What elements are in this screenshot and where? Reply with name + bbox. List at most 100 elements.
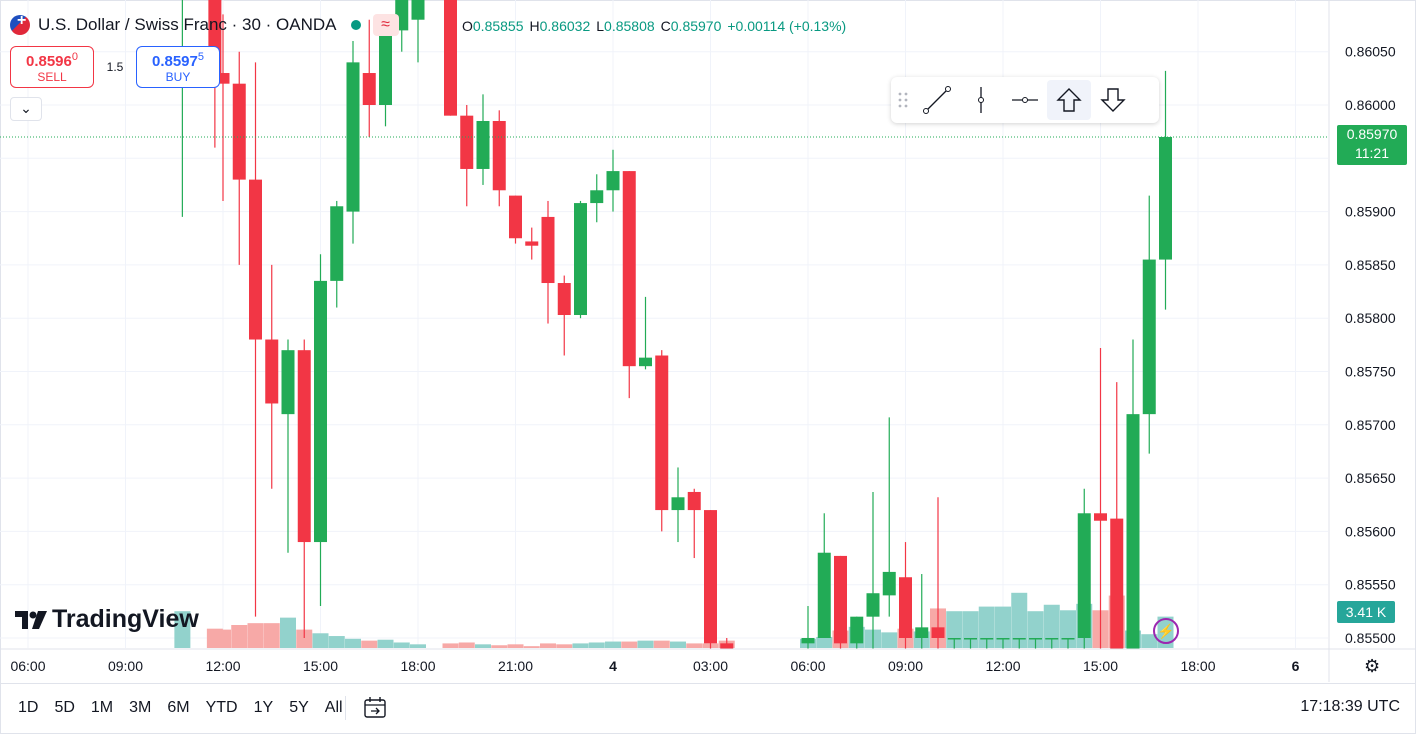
volume-bar: [174, 611, 191, 648]
close-value: 0.85970: [670, 18, 722, 34]
low-label: L: [596, 18, 605, 34]
volume-bar: [621, 641, 638, 648]
candle-body: [1077, 513, 1091, 638]
candle-body: [492, 120, 506, 191]
open-label: O: [462, 18, 473, 34]
range-5d[interactable]: 5D: [54, 699, 75, 716]
candle-body: [1061, 638, 1075, 640]
candle-body: [297, 350, 311, 543]
price-tick-label: 0.85650: [1345, 470, 1396, 486]
volume-bar: [1011, 592, 1028, 648]
candle-body: [996, 638, 1010, 640]
buy-button[interactable]: 0.85975 BUY: [136, 46, 220, 88]
candle-body: [899, 577, 912, 638]
price-tick-label: 0.85850: [1345, 257, 1396, 273]
candle-body: [330, 206, 344, 281]
range-all[interactable]: All: [324, 699, 343, 716]
volume-bars: [174, 592, 1174, 648]
volume-bar: [1043, 604, 1060, 648]
time-tick-label: 09:00: [108, 658, 143, 674]
usd-chf-flag-icon: [10, 12, 30, 35]
utc-clock[interactable]: 17:18:39 UTC: [1300, 698, 1400, 715]
volume-bar: [231, 625, 248, 648]
grip-icon[interactable]: [891, 92, 915, 108]
range-1y[interactable]: 1Y: [253, 699, 274, 716]
time-tick-label: 03:00: [693, 658, 728, 674]
volume-bar: [507, 644, 524, 648]
volume-bar: [523, 646, 540, 648]
arrow-up-icon[interactable]: [1047, 80, 1091, 120]
range-5y[interactable]: 5Y: [289, 699, 309, 716]
vertical-line-icon[interactable]: [959, 80, 1003, 120]
settings-gear-icon[interactable]: ⚙: [1364, 656, 1381, 676]
volume-bar: [280, 617, 296, 648]
candle-body: [671, 497, 685, 511]
tradingview-logo-icon: [15, 610, 47, 629]
range-3m[interactable]: 3M: [129, 699, 152, 716]
symbol-title[interactable]: U.S. Dollar / Swiss Franc · 30 · OANDA: [38, 15, 337, 34]
candle-body: [882, 571, 896, 596]
toolbar-divider: [345, 696, 346, 720]
candle-body: [1094, 513, 1107, 521]
candle-body: [314, 280, 327, 543]
candle-body: [362, 73, 376, 105]
time-tick-label: 06:00: [10, 658, 45, 674]
range-1m[interactable]: 1M: [90, 699, 114, 716]
volume-bar: [361, 640, 378, 648]
last-price-value: 0.85970: [1346, 126, 1398, 142]
wave-icon[interactable]: ≈: [372, 14, 399, 36]
candle-body: [265, 339, 279, 404]
candle-body: [947, 638, 961, 640]
price-axis: 0.860500.860000.859500.859000.858500.858…: [1328, 0, 1396, 682]
candle-body: [1045, 638, 1059, 640]
volume-bar: [637, 640, 654, 648]
price-tick-label: 0.86000: [1345, 97, 1396, 113]
tradingview-logo[interactable]: TradingView: [14, 605, 199, 634]
volume-tag: 3.41 K: [1337, 601, 1395, 623]
candle-body: [232, 83, 246, 180]
range-6m[interactable]: 6M: [167, 699, 190, 716]
volume-bar: [345, 638, 361, 648]
volume-bar: [978, 606, 995, 648]
candle-body: [590, 190, 604, 204]
open-value: 0.85855: [472, 18, 524, 34]
candle-body: [1029, 638, 1042, 640]
trend-line-icon[interactable]: [915, 80, 959, 120]
candle-body: [931, 627, 945, 638]
arrow-down-icon[interactable]: [1091, 80, 1135, 120]
volume-bar: [670, 641, 686, 648]
collapse-button[interactable]: ⌄: [10, 97, 42, 121]
price-tick-label: 0.85800: [1345, 310, 1396, 326]
price-tick-label: 0.85900: [1345, 204, 1396, 220]
sell-button[interactable]: 0.85960 SELL: [10, 46, 94, 88]
buy-price: 0.8597: [151, 52, 198, 70]
range-ytd[interactable]: YTD: [205, 699, 238, 716]
lightning-icon[interactable]: ⚡: [1153, 618, 1179, 644]
close-label: C: [660, 18, 671, 34]
time-tick-label: 12:00: [205, 658, 240, 674]
candle-body: [1012, 638, 1026, 640]
candle-body: [216, 73, 230, 84]
horizontal-ray-icon[interactable]: [1003, 80, 1047, 120]
sell-price-pip: 0: [71, 50, 78, 63]
calendar-goto-icon[interactable]: [360, 694, 390, 722]
candle-body: [476, 120, 490, 169]
volume-bar: [491, 645, 508, 648]
sell-label: SELL: [37, 69, 67, 84]
candle-body: [834, 555, 847, 644]
volume-bar: [556, 644, 573, 648]
low-value: 0.85808: [604, 18, 655, 34]
range-buttons: 1D 5D 1M 3M 6M YTD 1Y 5Y All: [10, 696, 351, 720]
candle-body: [509, 195, 522, 239]
volume-bar: [442, 643, 459, 648]
price-tick-label: 0.85700: [1345, 417, 1396, 433]
range-1d[interactable]: 1D: [18, 699, 39, 716]
candle-body: [346, 62, 360, 212]
price-tick-label: 0.86050: [1345, 44, 1396, 60]
candle-body: [639, 357, 652, 367]
price-tick-label: 0.85500: [1345, 630, 1396, 646]
high-label: H: [529, 18, 540, 34]
volume-bar: [296, 629, 313, 648]
